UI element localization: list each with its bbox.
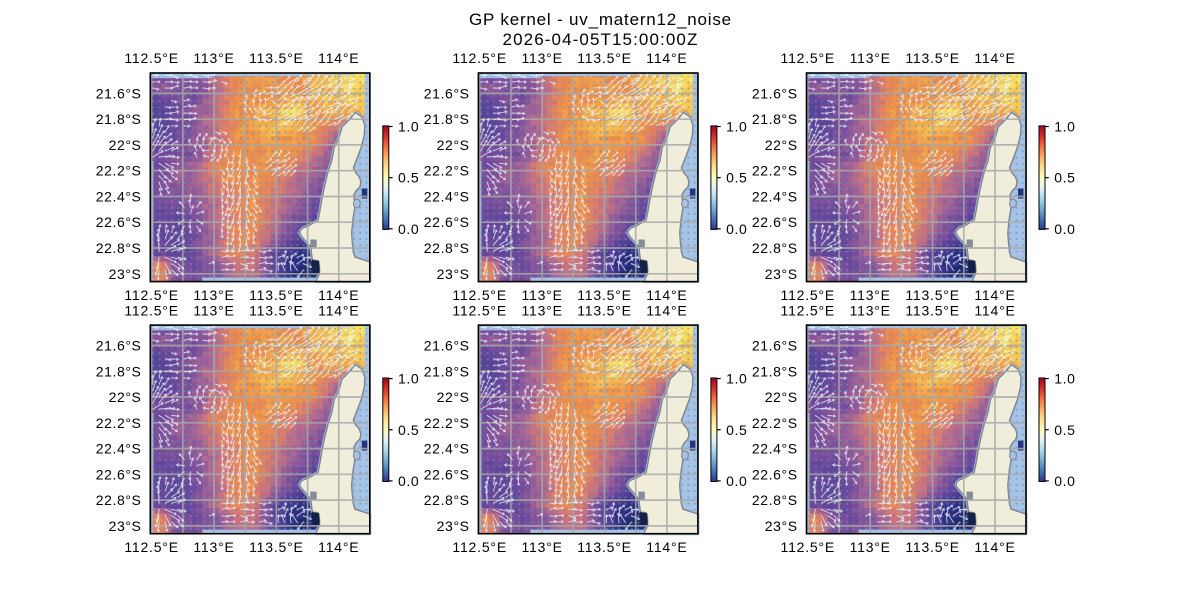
svg-text:22.2°S: 22.2°S [96,415,142,431]
svg-text:113°E: 113°E [521,302,562,318]
svg-text:21.8°S: 21.8°S [752,111,798,127]
svg-text:112.5°E: 112.5°E [124,287,179,303]
svg-text:112.5°E: 112.5°E [781,302,836,318]
svg-text:114°E: 114°E [974,302,1015,318]
svg-text:113°E: 113°E [850,539,891,555]
svg-text:114°E: 114°E [318,287,359,303]
svg-text:22.2°S: 22.2°S [96,163,142,179]
svg-text:113°E: 113°E [193,539,234,555]
svg-text:21.8°S: 21.8°S [96,363,142,379]
svg-text:114°E: 114°E [974,50,1015,66]
svg-text:22.8°S: 22.8°S [752,240,798,256]
svg-text:113°E: 113°E [193,287,234,303]
svg-text:114°E: 114°E [646,539,687,555]
svg-text:114°E: 114°E [646,50,687,66]
svg-text:113.5°E: 113.5°E [577,287,632,303]
svg-text:23°S: 23°S [765,266,798,282]
svg-text:21.6°S: 21.6°S [752,85,798,101]
svg-text:23°S: 23°S [437,266,470,282]
svg-text:22.4°S: 22.4°S [752,441,798,457]
svg-text:113.5°E: 113.5°E [905,50,960,66]
svg-text:113.5°E: 113.5°E [249,50,304,66]
svg-text:22°S: 22°S [765,389,798,405]
svg-text:22.2°S: 22.2°S [752,415,798,431]
svg-text:114°E: 114°E [318,50,359,66]
svg-text:23°S: 23°S [109,266,142,282]
svg-text:GP kernel - uv_matern12_noise: GP kernel - uv_matern12_noise [469,10,732,29]
svg-text:113°E: 113°E [521,287,562,303]
svg-text:113°E: 113°E [850,287,891,303]
svg-text:113.5°E: 113.5°E [905,287,960,303]
svg-text:113.5°E: 113.5°E [577,50,632,66]
svg-text:22°S: 22°S [437,137,470,153]
svg-text:113.5°E: 113.5°E [249,287,304,303]
svg-text:2026-04-05T15:00:00Z: 2026-04-05T15:00:00Z [503,30,699,49]
svg-text:112.5°E: 112.5°E [781,539,836,555]
svg-text:22.6°S: 22.6°S [752,214,798,230]
svg-text:22.2°S: 22.2°S [424,415,470,431]
svg-text:22°S: 22°S [109,137,142,153]
svg-text:113°E: 113°E [850,50,891,66]
svg-text:21.6°S: 21.6°S [424,85,470,101]
svg-text:22°S: 22°S [109,389,142,405]
svg-text:21.8°S: 21.8°S [752,363,798,379]
svg-text:114°E: 114°E [646,287,687,303]
svg-text:113°E: 113°E [850,302,891,318]
svg-text:22.6°S: 22.6°S [96,466,142,482]
svg-text:113.5°E: 113.5°E [577,539,632,555]
svg-text:113.5°E: 113.5°E [577,302,632,318]
svg-text:22.4°S: 22.4°S [96,189,142,205]
svg-text:22°S: 22°S [437,389,470,405]
svg-text:22.8°S: 22.8°S [96,492,142,508]
svg-text:21.8°S: 21.8°S [96,111,142,127]
svg-text:112.5°E: 112.5°E [124,302,179,318]
svg-text:112.5°E: 112.5°E [124,539,179,555]
svg-text:113°E: 113°E [521,539,562,555]
svg-text:114°E: 114°E [646,302,687,318]
svg-text:112.5°E: 112.5°E [452,302,507,318]
svg-text:22.4°S: 22.4°S [424,441,470,457]
svg-text:22.4°S: 22.4°S [752,189,798,205]
svg-text:114°E: 114°E [974,287,1015,303]
svg-text:22.4°S: 22.4°S [96,441,142,457]
svg-text:22.8°S: 22.8°S [96,240,142,256]
svg-text:113°E: 113°E [193,50,234,66]
svg-text:22.2°S: 22.2°S [424,163,470,179]
svg-text:112.5°E: 112.5°E [452,287,507,303]
svg-text:21.6°S: 21.6°S [96,85,142,101]
svg-text:21.6°S: 21.6°S [752,338,798,354]
svg-text:21.6°S: 21.6°S [424,338,470,354]
svg-text:22.6°S: 22.6°S [424,466,470,482]
svg-text:22.2°S: 22.2°S [752,163,798,179]
svg-text:114°E: 114°E [318,539,359,555]
svg-text:112.5°E: 112.5°E [781,287,836,303]
svg-text:22.6°S: 22.6°S [752,466,798,482]
svg-text:113°E: 113°E [521,50,562,66]
svg-text:112.5°E: 112.5°E [124,50,179,66]
svg-text:22.8°S: 22.8°S [424,492,470,508]
svg-text:113.5°E: 113.5°E [249,539,304,555]
svg-text:113.5°E: 113.5°E [905,302,960,318]
svg-text:22°S: 22°S [765,137,798,153]
svg-text:21.8°S: 21.8°S [424,111,470,127]
svg-text:113.5°E: 113.5°E [905,539,960,555]
svg-text:112.5°E: 112.5°E [781,50,836,66]
svg-text:23°S: 23°S [109,518,142,534]
svg-text:21.8°S: 21.8°S [424,363,470,379]
svg-text:113°E: 113°E [193,302,234,318]
svg-text:22.4°S: 22.4°S [424,189,470,205]
svg-text:23°S: 23°S [437,518,470,534]
svg-text:22.6°S: 22.6°S [96,214,142,230]
svg-text:21.6°S: 21.6°S [96,338,142,354]
svg-text:22.8°S: 22.8°S [424,240,470,256]
svg-text:114°E: 114°E [318,302,359,318]
svg-text:22.8°S: 22.8°S [752,492,798,508]
svg-text:22.6°S: 22.6°S [424,214,470,230]
svg-text:112.5°E: 112.5°E [452,50,507,66]
svg-text:23°S: 23°S [765,518,798,534]
svg-text:113.5°E: 113.5°E [249,302,304,318]
svg-text:112.5°E: 112.5°E [452,539,507,555]
svg-text:114°E: 114°E [974,539,1015,555]
